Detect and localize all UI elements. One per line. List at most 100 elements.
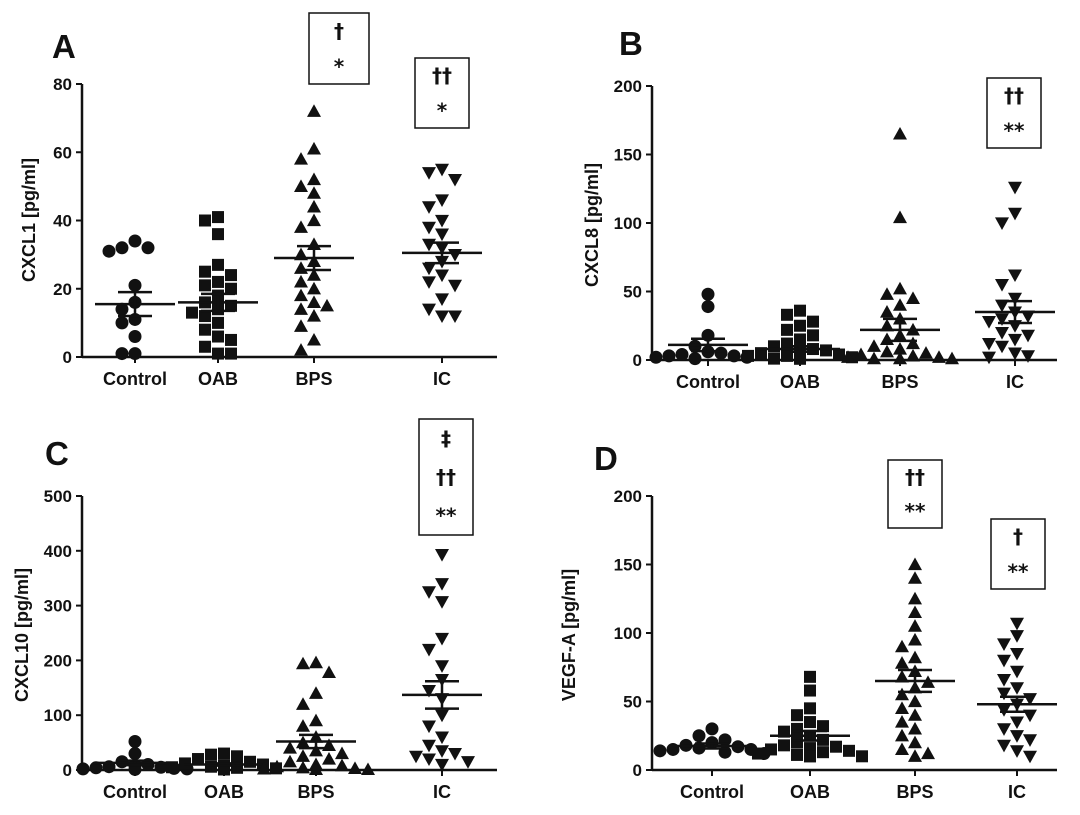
data-point — [270, 759, 284, 773]
data-point — [128, 347, 142, 361]
significance-box — [887, 459, 943, 529]
data-point — [435, 194, 449, 208]
data-point — [296, 697, 310, 710]
data-point — [307, 332, 321, 346]
y-tick-label: 40 — [53, 212, 72, 231]
data-point — [794, 319, 806, 332]
data-point — [435, 758, 449, 772]
y-tick-label: 200 — [614, 487, 642, 506]
data-point — [752, 747, 764, 760]
x-tick-label: OAB — [790, 782, 830, 802]
x-tick-label: OAB — [780, 372, 820, 392]
data-point — [435, 578, 449, 591]
data-point — [662, 349, 676, 363]
y-tick-label: 150 — [614, 146, 642, 165]
data-point — [692, 729, 706, 743]
data-point — [231, 750, 243, 763]
data-point — [218, 747, 230, 760]
data-point — [895, 639, 909, 653]
data-point — [1008, 292, 1022, 306]
y-tick-label: 0 — [63, 761, 72, 780]
data-point — [199, 265, 211, 278]
significance-mark: * — [334, 54, 345, 78]
data-point — [244, 755, 256, 768]
group-oab: OAB — [166, 747, 282, 802]
x-tick-label: IC — [1008, 782, 1026, 802]
data-point — [257, 761, 271, 775]
data-point — [895, 701, 909, 714]
data-point — [893, 342, 907, 355]
panel-letter: C — [45, 435, 69, 472]
x-tick-label: BPS — [295, 369, 332, 389]
data-point — [435, 660, 449, 673]
y-axis-title: CXCL1 [pg/ml] — [19, 158, 39, 282]
data-point — [807, 329, 819, 342]
data-point — [908, 735, 922, 749]
group-ic: IC †† ** — [975, 77, 1055, 392]
data-point — [461, 756, 475, 769]
data-point — [212, 275, 224, 288]
x-tick-label: OAB — [198, 369, 238, 389]
data-point — [422, 643, 436, 657]
data-point — [199, 214, 211, 227]
x-tick-label: BPS — [297, 782, 334, 802]
data-point — [921, 746, 935, 760]
data-point — [1008, 181, 1022, 195]
data-point — [804, 702, 816, 715]
data-point — [307, 172, 321, 186]
data-point — [995, 279, 1009, 292]
data-point — [294, 179, 308, 192]
y-axis-title: VEGF-A [pg/ml] — [559, 569, 579, 701]
data-point — [1010, 716, 1024, 730]
data-point — [322, 665, 336, 679]
data-point — [212, 211, 224, 224]
significance-mark: † — [1013, 525, 1023, 549]
group-bps: BPS †† ** — [875, 459, 955, 802]
data-point — [309, 762, 323, 776]
y-tick-label: 150 — [614, 556, 642, 575]
data-point — [997, 739, 1011, 753]
data-point — [830, 740, 842, 753]
data-point — [906, 336, 920, 350]
data-point — [115, 316, 129, 330]
data-point — [1010, 745, 1024, 758]
data-point — [995, 313, 1009, 326]
data-point — [880, 332, 894, 346]
data-point — [945, 351, 959, 365]
data-point — [1010, 617, 1024, 631]
x-tick-label: IC — [433, 369, 451, 389]
group-oab: OAB — [178, 211, 258, 389]
data-point — [225, 333, 237, 346]
data-point — [688, 352, 702, 366]
chart-panel-b: B CXCL8 [pg/ml] 0 50 100 150 200 Control OAB BPS I… — [582, 25, 1057, 392]
data-point — [1010, 630, 1024, 643]
data-point — [1008, 347, 1022, 361]
x-tick-label: Control — [680, 782, 744, 802]
data-point — [422, 753, 436, 767]
group-ic: IC ‡ †† ** — [402, 418, 482, 802]
data-point — [1021, 310, 1035, 324]
data-point — [128, 330, 142, 344]
y-tick-label: 0 — [633, 351, 642, 370]
data-point — [212, 316, 224, 329]
y-axis-title: CXCL8 [pg/ml] — [582, 163, 602, 287]
data-point — [893, 210, 907, 224]
y-tick-label: 0 — [63, 348, 72, 367]
data-point — [115, 347, 129, 361]
group-bps: BPS — [257, 655, 375, 802]
data-point — [435, 745, 449, 758]
data-point — [705, 722, 719, 736]
significance-box — [414, 57, 470, 129]
data-point — [908, 571, 922, 584]
data-point — [843, 744, 855, 757]
data-point — [435, 549, 449, 562]
significance-mark: ** — [1008, 560, 1029, 584]
data-point — [895, 656, 909, 669]
data-point — [309, 743, 323, 757]
data-point — [309, 686, 323, 699]
data-point — [742, 349, 754, 362]
x-tick-label: BPS — [881, 372, 918, 392]
data-point — [294, 319, 308, 332]
data-point — [1008, 269, 1022, 283]
data-point — [1008, 207, 1022, 221]
